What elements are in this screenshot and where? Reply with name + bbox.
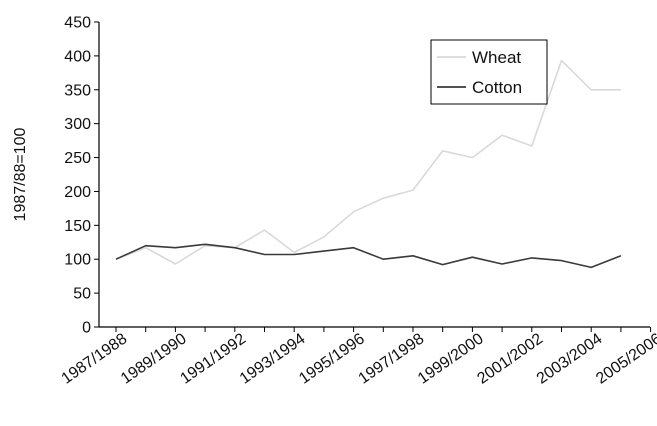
y-tick-label: 250 xyxy=(64,150,91,167)
legend-label-cotton: Cotton xyxy=(472,78,522,97)
x-tick-label: 1989/1990 xyxy=(118,330,190,387)
x-tick-label: 2001/2002 xyxy=(474,330,546,387)
x-tick-label: 1995/1996 xyxy=(296,330,368,387)
y-tick-label: 200 xyxy=(64,184,91,201)
y-tick-labels: 0 50 100 150 200 250 300 350 400 450 xyxy=(64,15,91,337)
series-line-cotton xyxy=(115,243,622,269)
y-tick-label: 150 xyxy=(64,218,91,235)
y-tick-label: 450 xyxy=(64,15,91,32)
legend-label-wheat: Wheat xyxy=(472,48,521,67)
y-tick-label: 300 xyxy=(64,116,91,133)
y-tick-label: 400 xyxy=(64,48,91,65)
series-lines xyxy=(115,59,622,269)
series-line-wheat xyxy=(115,59,621,265)
x-tick-label: 1997/1998 xyxy=(356,330,428,387)
x-tick-label: 2003/2004 xyxy=(534,330,606,387)
axes xyxy=(94,21,652,332)
y-tick-label: 100 xyxy=(64,252,91,269)
x-tick-label: 1999/2000 xyxy=(415,330,487,387)
y-axis-label: 1987/88=100 xyxy=(12,127,29,221)
x-tick-label: 1987/1988 xyxy=(59,330,131,387)
legend-box xyxy=(430,39,548,105)
legend: Wheat Cotton xyxy=(430,39,548,105)
x-tick-label: 2005/2006 xyxy=(593,330,657,387)
y-tick-label: 0 xyxy=(82,320,91,337)
y-tick-label: 350 xyxy=(64,82,91,99)
x-tick-label: 1993/1994 xyxy=(237,330,309,387)
x-tick-label: 1991/1992 xyxy=(177,330,249,387)
y-tick-label: 50 xyxy=(73,286,91,303)
x-tick-labels: 1987/19881989/19901991/19921993/19941995… xyxy=(59,330,657,387)
